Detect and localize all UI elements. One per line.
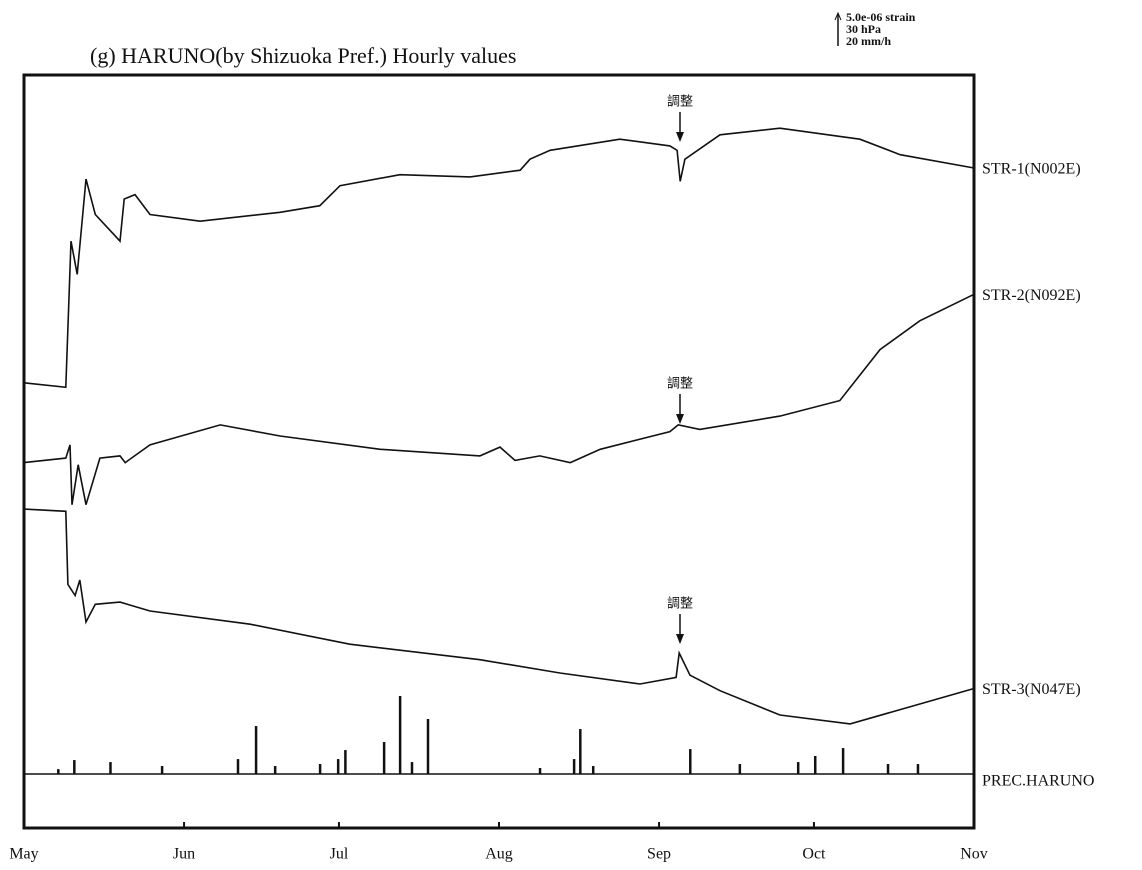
precip-bar [916,764,920,775]
annotation-head [676,414,684,424]
series-line [23,127,975,389]
precip-bar [538,768,542,775]
precip-bar [344,750,347,775]
precip-bar [57,769,60,775]
annotation: 調整 [667,597,693,612]
scale-label: 30 hPa [846,22,881,36]
precip-bar [796,762,800,775]
precip-bar [398,696,402,775]
precip-bar [579,729,582,775]
x-tick-label: May [9,846,38,863]
annotation: 調整 [667,95,693,110]
precip-bar [318,764,322,775]
precip-bar [336,759,340,775]
series-label: STR-3(N047E) [982,681,1081,698]
precip-bar [160,766,164,775]
precip-bar [738,764,742,775]
scale-label: 20 mm/h [846,34,891,48]
series-label: STR-1(N002E) [982,161,1081,178]
annotation-head [676,634,684,644]
annotation-head [676,132,684,142]
scale-arrow [834,11,842,21]
precip-bar [382,742,386,775]
x-tick-label: Nov [960,846,988,863]
series-line [23,508,975,725]
chart-title: (g) HARUNO(by Shizuoka Pref.) Hourly val… [90,43,516,68]
precip-bar [109,762,112,775]
precip-bar [813,756,817,775]
x-tick-label: Aug [485,846,513,863]
x-tick-label: Sep [647,846,671,863]
precip-bar [886,764,890,775]
x-tick-label: Jul [330,846,349,863]
precip-bar [591,766,595,775]
annotation: 調整 [667,377,693,392]
series-line [23,293,975,505]
precip-bar [426,719,430,775]
precip-bar [254,726,258,775]
precip-bar [73,760,76,775]
precip-bar [689,749,692,775]
precip-bar [572,759,576,775]
precip-bar [273,766,277,775]
precip-bar [410,762,414,775]
x-tick-label: Jun [173,846,195,863]
series-label: STR-2(N092E) [982,287,1081,304]
precip-bar [236,759,240,775]
plot-frame [22,73,976,830]
x-tick-label: Oct [802,846,826,863]
series-label: PREC.HARUNO [982,773,1094,790]
scale-label: 5.0e-06 strain [846,10,916,24]
precip-bar [841,748,845,775]
